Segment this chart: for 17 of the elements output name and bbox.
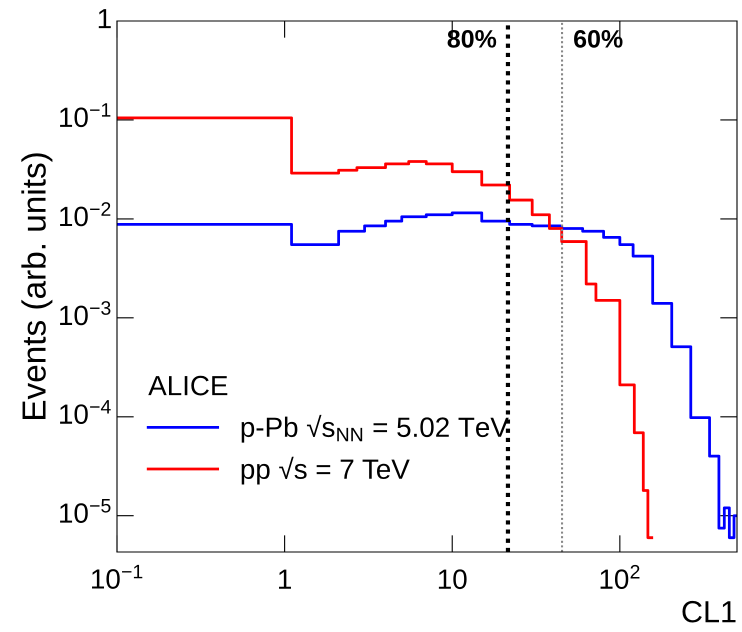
legend-label: p-Pb √s$_{NN}$ = 5.02 TeV (242, 414, 509, 443)
x-tick-label: 10 (438, 569, 467, 590)
x-tick-label: 10$^{2}$ (600, 564, 640, 590)
y-tick-label: 10$^{−1}$ (60, 103, 110, 128)
legend-title: ALICE (148, 376, 228, 396)
x-tick-label: 1 (279, 570, 291, 589)
y-tick-label: 10$^{−2}$ (60, 202, 110, 226)
y-tick-label: 1 (98, 9, 111, 28)
y-tick-label: 10$^{−3}$ (60, 301, 110, 326)
y-axis-title: Events (arb. units) (21, 153, 52, 419)
y-tick-label: 10$^{−5}$ (60, 499, 110, 523)
annotation: 80% (448, 30, 496, 48)
x-tick-label: 10$^{−1}$ (92, 564, 142, 589)
x-axis-title: CL1 (682, 600, 736, 623)
legend-label: pp √s = 7 TeV (242, 456, 410, 485)
annotation: 60% (574, 30, 623, 48)
y-tick-label: 10$^{−4}$ (60, 400, 111, 424)
